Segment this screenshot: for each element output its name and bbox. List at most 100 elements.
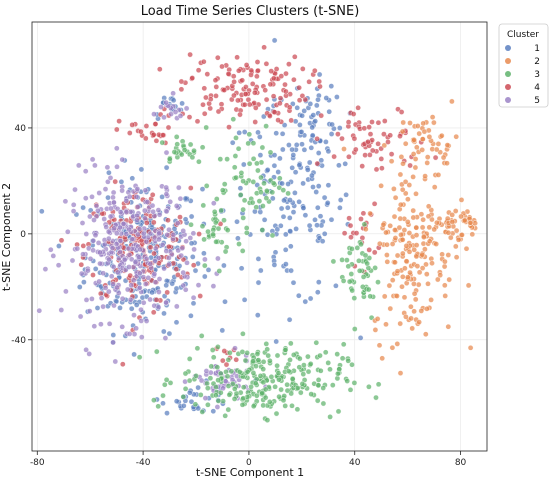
cluster-3-point [258, 189, 264, 195]
cluster-4-point [273, 66, 280, 72]
x-tick-label: 80 [455, 458, 467, 468]
cluster-5-point [110, 339, 116, 346]
cluster-5-point [85, 267, 91, 274]
cluster-2-point [426, 224, 433, 231]
cluster-2-point [445, 252, 452, 258]
cluster-5-point [195, 282, 202, 288]
cluster-4-point [381, 131, 387, 137]
cluster-1-point [325, 148, 332, 155]
cluster-5-point [106, 320, 113, 327]
cluster-5-point [184, 259, 190, 266]
cluster-1-point [328, 83, 335, 89]
cluster-5-point [96, 278, 102, 285]
cluster-3-point [284, 381, 290, 388]
cluster-1-point [118, 178, 125, 185]
cluster-1-point [238, 265, 245, 272]
cluster-5-point [129, 236, 135, 242]
cluster-1-point [186, 389, 193, 396]
cluster-1-point [188, 398, 195, 405]
cluster-3-point [250, 358, 256, 364]
cluster-3-point [199, 144, 206, 151]
cluster-2-point [412, 156, 419, 162]
cluster-3-point [375, 279, 381, 285]
cluster-2-point [452, 208, 459, 214]
cluster-4-point [239, 77, 245, 84]
cluster-4-point [365, 138, 371, 145]
cluster-3-point [289, 402, 295, 409]
cluster-4-point [355, 105, 361, 111]
cluster-2-point [458, 213, 464, 220]
cluster-1-point [307, 101, 314, 107]
cluster-4-point [213, 93, 219, 99]
cluster-3-point [272, 383, 278, 390]
cluster-3-point [296, 355, 303, 362]
cluster-2-point [455, 236, 462, 243]
cluster-1-point [313, 102, 320, 109]
cluster-3-point [249, 199, 256, 206]
cluster-3-point [245, 140, 251, 147]
cluster-4-point [371, 200, 378, 207]
cluster-3-point [366, 383, 372, 390]
cluster-2-point [411, 290, 418, 297]
chart-title: Load Time Series Clusters (t-SNE) [141, 4, 360, 19]
cluster-4-point [213, 84, 220, 90]
cluster-2-point [392, 259, 398, 266]
legend-marker-2 [505, 58, 511, 64]
cluster-1-point [296, 198, 302, 205]
cluster-5-point [214, 404, 221, 410]
cluster-3-point [372, 265, 378, 271]
cluster-2-point [396, 224, 403, 231]
cluster-4-point [346, 215, 352, 221]
cluster-3-point [239, 248, 246, 254]
cluster-1-point [282, 246, 289, 253]
cluster-3-point [349, 246, 355, 252]
cluster-5-point [126, 193, 133, 200]
cluster-5-point [50, 253, 57, 259]
cluster-5-point [190, 294, 197, 301]
cluster-4-point [120, 361, 126, 368]
cluster-3-point [214, 364, 221, 371]
cluster-4-point [80, 243, 87, 249]
cluster-3-point [336, 366, 343, 373]
cluster-5-point [127, 296, 134, 303]
cluster-1-point [161, 310, 167, 317]
cluster-4-point [235, 97, 241, 104]
cluster-4-point [246, 101, 253, 108]
cluster-5-point [103, 224, 109, 230]
cluster-1-point [229, 139, 236, 146]
cluster-2-point [400, 119, 407, 126]
cluster-1-point [281, 197, 287, 204]
cluster-5-point [210, 200, 217, 206]
cluster-5-point [156, 230, 162, 236]
cluster-5-point [135, 231, 141, 238]
cluster-5-point [131, 331, 138, 337]
cluster-4-point [371, 249, 378, 256]
cluster-1-point [160, 328, 167, 335]
cluster-2-point [392, 194, 399, 201]
cluster-3-point [160, 392, 166, 399]
cluster-3-point [217, 389, 224, 396]
cluster-1-point [293, 226, 299, 232]
cluster-5-point [126, 264, 132, 270]
cluster-3-point [194, 345, 201, 352]
cluster-2-point [400, 160, 406, 167]
cluster-1-point [149, 289, 155, 296]
cluster-2-point [449, 219, 456, 225]
cluster-1-point [310, 112, 317, 118]
cluster-4-point [160, 132, 166, 138]
cluster-3-point [300, 371, 307, 377]
cluster-3-point [203, 124, 209, 131]
cluster-4-point [387, 132, 394, 139]
cluster-3-point [290, 352, 297, 358]
cluster-1-point [308, 144, 315, 151]
cluster-1-point [302, 298, 309, 305]
cluster-1-point [222, 298, 228, 305]
cluster-2-point [440, 154, 447, 161]
cluster-4-point [195, 67, 202, 73]
cluster-1-point [321, 230, 328, 237]
cluster-3-point [250, 140, 257, 146]
cluster-4-point [373, 166, 380, 173]
cluster-5-point [163, 191, 170, 197]
cluster-3-point [314, 397, 321, 404]
cluster-3-point [327, 414, 333, 420]
